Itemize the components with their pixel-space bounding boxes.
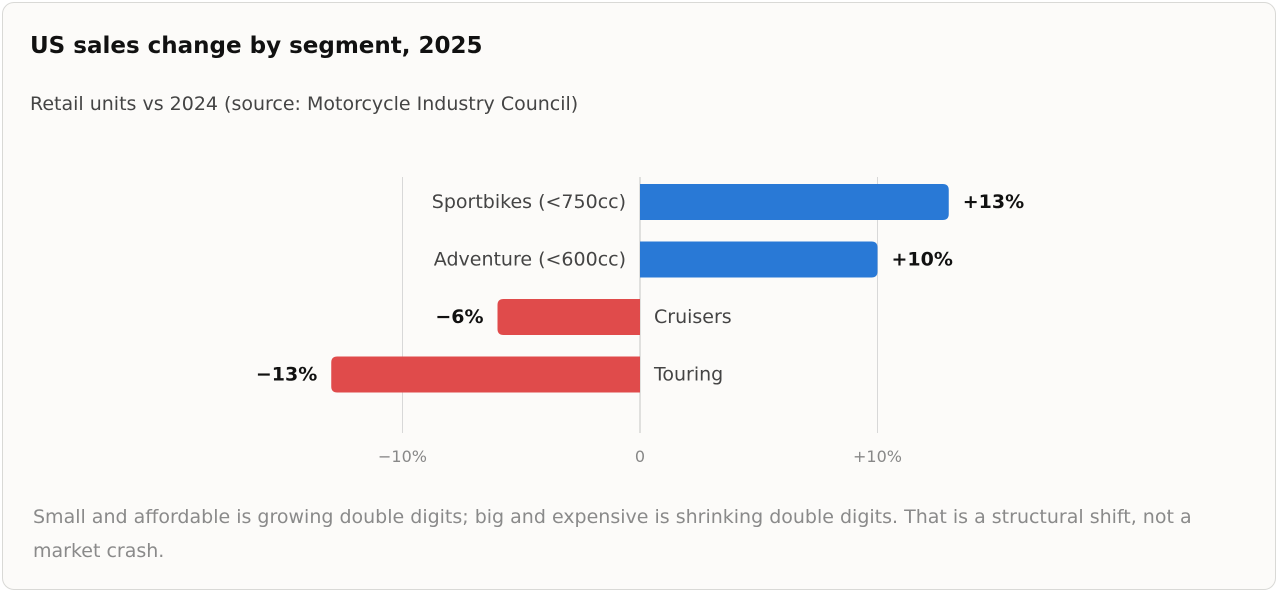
value-label: −6%: [435, 306, 483, 328]
x-tick-label: +10%: [853, 447, 902, 466]
category-label: Touring: [653, 364, 723, 386]
chart-footnote: Small and affordable is growing double d…: [33, 506, 1192, 562]
bar: [640, 184, 949, 220]
category-label: Sportbikes (<750cc): [432, 191, 626, 213]
chart-subtitle: Retail units vs 2024 (source: Motorcycle…: [30, 93, 579, 115]
value-label: +10%: [892, 249, 953, 271]
value-label: +13%: [963, 191, 1024, 213]
x-axis-ticks: −10% 0 +10%: [378, 447, 902, 466]
labels: Sportbikes (<750cc) +13% Adventure (<600cc…: [256, 191, 1024, 386]
value-label: −13%: [256, 364, 317, 386]
x-tick-label: 0: [635, 447, 645, 466]
bar: [640, 241, 878, 278]
bar: [497, 299, 640, 335]
chart-title: US sales change by segment, 2025: [30, 33, 483, 59]
category-label: Cruisers: [654, 306, 732, 328]
category-label: Adventure (<600cc): [434, 249, 626, 271]
bar: [331, 356, 640, 393]
x-tick-label: −10%: [378, 447, 427, 466]
bars: [331, 184, 949, 393]
